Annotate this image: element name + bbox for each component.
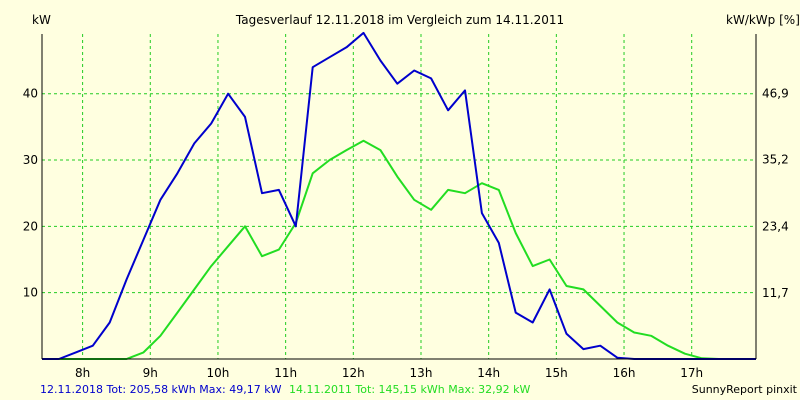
x-tick-label: 8h xyxy=(75,366,90,380)
right-y-tick-label: 23,4 xyxy=(762,220,789,234)
x-tick-label: 10h xyxy=(207,366,230,380)
right-y-tick-labels: 11,7 23,4 35,2 46,9 xyxy=(762,86,789,299)
footer-credit: SunnyReport pinxit xyxy=(692,383,798,396)
x-tick-label: 14h xyxy=(477,366,500,380)
x-tick-label: 9h xyxy=(143,366,158,380)
right-y-tick-label: 46,9 xyxy=(762,86,789,100)
left-y-tick-label: 10 xyxy=(23,286,38,300)
x-tick-label: 17h xyxy=(680,366,703,380)
left-y-tick-label: 40 xyxy=(23,87,38,101)
x-tick-label: 16h xyxy=(613,366,636,380)
chart-title: Tagesverlauf 12.11.2018 im Vergleich zum… xyxy=(235,13,564,27)
series-line-14-11-2011 xyxy=(42,139,756,360)
right-axis-label: kW/kWp [%] xyxy=(726,13,800,27)
left-y-tick-label: 20 xyxy=(23,219,38,233)
footer-series-summary: 12.11.2018 Tot: 205,58 kWh Max: 49,17 kW… xyxy=(40,383,531,396)
left-y-tick-labels: 10 20 30 40 xyxy=(23,87,38,300)
footer-series-2: 14.11.2011 Tot: 145,15 kWh Max: 32,92 kW xyxy=(289,383,531,396)
plot-area xyxy=(42,34,756,359)
x-tick-label: 13h xyxy=(410,366,433,380)
x-tick-label: 11h xyxy=(274,366,297,380)
x-tick-labels: 8h 9h 10h 11h 12h 13h 14h 15h 16h 17h xyxy=(75,366,703,380)
right-y-tick-label: 11,7 xyxy=(762,286,789,300)
footer-series-1: 12.11.2018 Tot: 205,58 kWh Max: 49,17 kW xyxy=(40,383,282,396)
left-y-tick-label: 30 xyxy=(23,153,38,167)
left-axis-label: kW xyxy=(32,13,51,27)
x-tick-label: 12h xyxy=(342,366,365,380)
right-y-tick-label: 35,2 xyxy=(762,153,789,167)
x-tick-label: 15h xyxy=(545,366,568,380)
axes xyxy=(41,34,757,360)
